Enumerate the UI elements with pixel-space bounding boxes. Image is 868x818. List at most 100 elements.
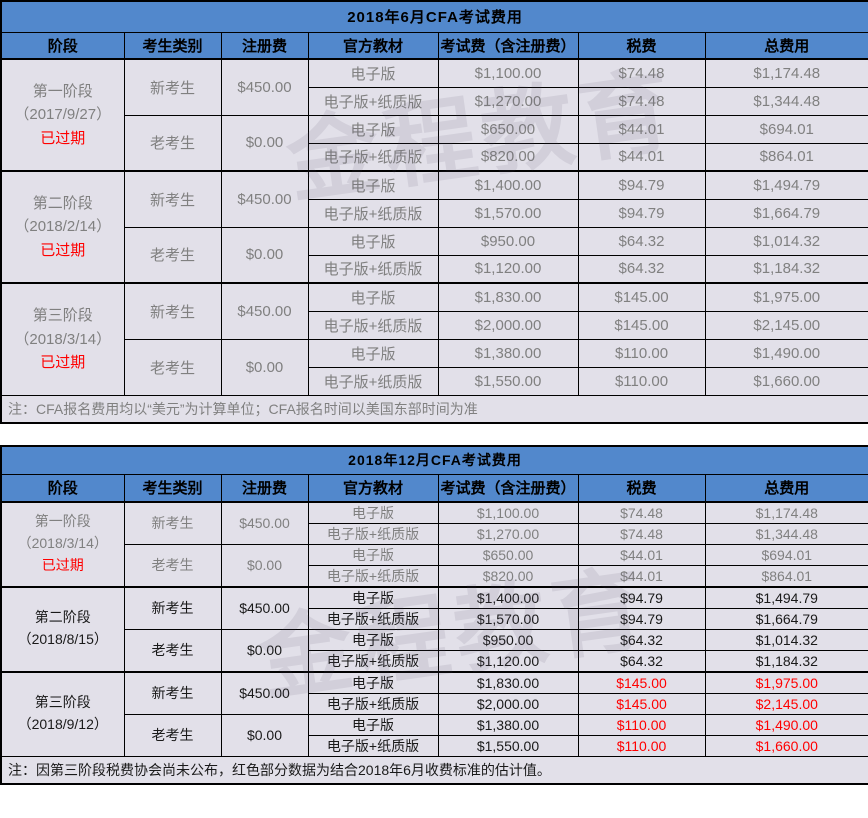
material-cell: 电子版 bbox=[307, 713, 439, 736]
table-row: 第一阶段 （2018/3/14） 已过期 新考生 $450.00 电子版 $1,… bbox=[0, 500, 868, 587]
reg-fee-cell: $0.00 bbox=[220, 713, 309, 757]
exam-fee-cell: $1,100.00 bbox=[437, 500, 579, 524]
total-cell: $694.01 bbox=[704, 543, 868, 566]
reg-fee-cell: $0.00 bbox=[220, 114, 309, 172]
material-cell: 电子版+纸质版 bbox=[307, 607, 439, 630]
material-cell: 电子版 bbox=[307, 543, 439, 566]
exam-fee-cell: $1,120.00 bbox=[437, 649, 579, 672]
tax-cell: $110.00 bbox=[577, 338, 706, 368]
exam-fee-cell: $1,270.00 bbox=[437, 522, 579, 545]
table-row: 老考生 $0.00 电子版 $650.00 $44.01 $694.01 bbox=[1, 543, 868, 587]
reg-fee-cell: $0.00 bbox=[220, 628, 309, 672]
tax-cell: $44.01 bbox=[577, 564, 706, 587]
reg-fee-cell: $0.00 bbox=[220, 543, 309, 587]
total-cell: $1,014.32 bbox=[704, 628, 868, 651]
total-cell: $2,145.00 bbox=[704, 692, 868, 715]
stage-cell: 第一阶段 （2018/3/14） 已过期 bbox=[0, 500, 125, 587]
tax-cell: $110.00 bbox=[577, 366, 706, 396]
tax-cell: $74.48 bbox=[577, 500, 706, 524]
exam-fee-cell: $2,000.00 bbox=[437, 692, 579, 715]
table-row: 电子版+纸质版 $1,270.00 $74.48 $1,344.48 bbox=[1, 86, 868, 116]
candidate-cell: 新考生 bbox=[123, 58, 222, 116]
col-header-candidate-type: 考生类别 bbox=[123, 31, 222, 60]
material-cell: 电子版 bbox=[307, 500, 439, 524]
total-cell: $1,344.48 bbox=[704, 86, 868, 116]
tax-cell: $94.79 bbox=[577, 170, 706, 200]
exam-fee-cell: $2,000.00 bbox=[437, 310, 579, 340]
stage-name: 第一阶段 bbox=[34, 513, 91, 530]
material-cell: 电子版+纸质版 bbox=[307, 198, 439, 228]
table-header-row: 阶段 考生类别 注册费 官方教材 考试费（含注册费） 税费 总费用 bbox=[0, 474, 868, 502]
material-cell: 电子版+纸质版 bbox=[307, 366, 439, 396]
table-note: 注：因第三阶段税费协会尚未公布，红色部分数据为结合2018年6月收费标准的估计值… bbox=[0, 755, 868, 784]
total-cell: $1,184.32 bbox=[704, 254, 868, 284]
exam-fee-cell: $1,550.00 bbox=[437, 734, 579, 757]
col-header-exam-fee: 考试费（含注册费） bbox=[437, 31, 579, 60]
exam-fee-cell: $1,270.00 bbox=[437, 86, 579, 116]
col-header-stage: 阶段 bbox=[0, 31, 125, 60]
col-header-official-material: 官方教材 bbox=[307, 31, 439, 60]
exam-fee-cell: $1,100.00 bbox=[437, 58, 579, 88]
table-row: 电子版+纸质版 $1,120.00 $64.32 $1,184.32 bbox=[1, 649, 868, 672]
total-cell: $694.01 bbox=[704, 114, 868, 144]
material-cell: 电子版 bbox=[307, 585, 439, 609]
stage-name: 第二阶段 bbox=[32, 195, 93, 213]
stage-date: （2018/3/14） bbox=[14, 330, 112, 348]
material-cell: 电子版 bbox=[307, 338, 439, 368]
col-header-registration-fee: 注册费 bbox=[220, 474, 309, 502]
candidate-cell: 老考生 bbox=[123, 226, 222, 284]
exam-fee-cell: $1,570.00 bbox=[437, 198, 579, 228]
material-cell: 电子版+纸质版 bbox=[307, 142, 439, 172]
material-cell: 电子版+纸质版 bbox=[307, 734, 439, 757]
total-cell: $864.01 bbox=[704, 142, 868, 172]
stage-date: （2018/8/15） bbox=[17, 631, 108, 647]
tax-cell: $145.00 bbox=[577, 282, 706, 312]
reg-fee-cell: $450.00 bbox=[220, 670, 309, 715]
total-cell: $1,174.48 bbox=[704, 58, 868, 88]
expired-label: 已过期 bbox=[41, 556, 84, 573]
exam-fee-cell: $1,400.00 bbox=[437, 170, 579, 200]
table-row: 电子版+纸质版 $2,000.00 $145.00 $2,145.00 bbox=[1, 692, 868, 715]
table-row: 老考生 $0.00 电子版 $650.00 $44.01 $694.01 bbox=[1, 114, 868, 172]
material-cell: 电子版+纸质版 bbox=[307, 649, 439, 672]
table-row: 老考生 $0.00 电子版 $950.00 $64.32 $1,014.32 bbox=[1, 226, 868, 284]
exam-fee-cell: $950.00 bbox=[437, 226, 579, 256]
material-cell: 电子版 bbox=[307, 670, 439, 694]
table-row: 注：因第三阶段税费协会尚未公布，红色部分数据为结合2018年6月收费标准的估计值… bbox=[0, 755, 868, 784]
candidate-cell: 新考生 bbox=[123, 670, 222, 715]
table-row: 电子版+纸质版 $1,570.00 $94.79 $1,664.79 bbox=[1, 198, 868, 228]
tax-cell: $64.32 bbox=[577, 628, 706, 651]
stage-cell: 第三阶段 （2018/3/14） 已过期 bbox=[0, 282, 125, 396]
total-cell: $1,014.32 bbox=[704, 226, 868, 256]
reg-fee-cell: $450.00 bbox=[220, 585, 309, 630]
col-header-candidate-type: 考生类别 bbox=[123, 474, 222, 502]
reg-fee-cell: $0.00 bbox=[220, 226, 309, 284]
exam-fee-cell: $1,830.00 bbox=[437, 282, 579, 312]
col-header-total-fee: 总费用 bbox=[704, 474, 868, 502]
total-cell: $1,660.00 bbox=[704, 366, 868, 396]
tax-cell: $64.32 bbox=[577, 649, 706, 672]
table-row: 注：CFA报名费用均以“美元”为计算单位；CFA报名时间以美国东部时间为准 bbox=[0, 394, 868, 423]
stage-cell: 第三阶段 （2018/9/12） bbox=[0, 670, 125, 757]
total-cell: $1,344.48 bbox=[704, 522, 868, 545]
material-cell: 电子版 bbox=[307, 628, 439, 651]
table-title: 2018年12月CFA考试费用 bbox=[0, 445, 868, 475]
total-cell: $1,174.48 bbox=[704, 500, 868, 524]
material-cell: 电子版+纸质版 bbox=[307, 522, 439, 545]
tax-cell: $44.01 bbox=[577, 543, 706, 566]
exam-fee-cell: $820.00 bbox=[437, 564, 579, 587]
tax-cell: $94.79 bbox=[577, 607, 706, 630]
table-divider bbox=[0, 423, 868, 445]
table-title: 2018年6月CFA考试费用 bbox=[0, 0, 868, 33]
candidate-cell: 老考生 bbox=[123, 543, 222, 587]
total-cell: $1,664.79 bbox=[704, 607, 868, 630]
tax-cell: $94.79 bbox=[577, 198, 706, 228]
table-row: 第二阶段 （2018/2/14） 已过期 新考生 $450.00 电子版 $1,… bbox=[0, 170, 868, 284]
table-row: 第二阶段 （2018/8/15） 新考生 $450.00 电子版 $1,400.… bbox=[0, 585, 868, 672]
table-row: 2018年6月CFA考试费用 bbox=[0, 0, 868, 33]
exam-fee-cell: $820.00 bbox=[437, 142, 579, 172]
expired-label: 已过期 bbox=[40, 129, 86, 147]
table-row: 电子版+纸质版 $1,550.00 $110.00 $1,660.00 bbox=[1, 734, 868, 757]
exam-fee-cell: $1,570.00 bbox=[437, 607, 579, 630]
exam-fee-cell: $1,550.00 bbox=[437, 366, 579, 396]
